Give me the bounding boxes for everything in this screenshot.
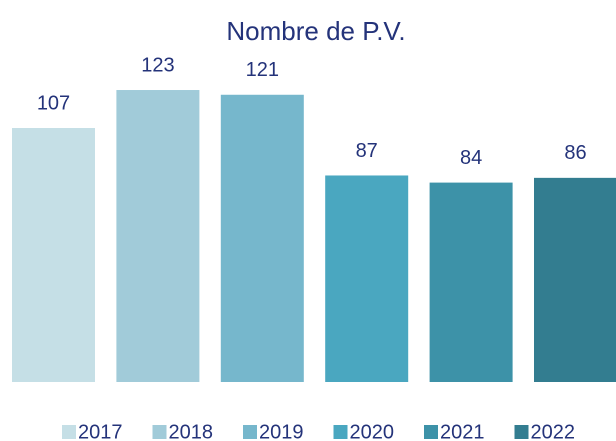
legend-label: 2018 — [169, 421, 214, 441]
value-label: 107 — [37, 92, 70, 114]
legend-swatch — [333, 425, 348, 439]
legend-label: 2022 — [531, 421, 576, 441]
legend-label: 2019 — [259, 421, 304, 441]
value-label: 86 — [564, 142, 586, 164]
legend-label: 2020 — [350, 421, 395, 441]
value-label: 121 — [246, 59, 279, 81]
bar — [325, 175, 409, 382]
bar — [534, 177, 616, 382]
bar — [429, 182, 513, 382]
legend-label: 2017 — [78, 421, 123, 441]
bar — [220, 94, 304, 382]
chart-title: Nombre de P.V. — [226, 16, 405, 46]
legend-swatch — [424, 425, 438, 439]
value-label: 123 — [141, 54, 174, 76]
bar — [116, 90, 200, 383]
legend-swatch — [514, 425, 529, 439]
legend-label: 2021 — [440, 421, 485, 441]
value-label: 87 — [356, 140, 378, 162]
value-label: 84 — [460, 147, 482, 169]
legend-swatch — [152, 425, 167, 439]
legend-swatch — [62, 425, 76, 439]
legend-swatch — [243, 425, 257, 439]
bar — [12, 127, 95, 382]
